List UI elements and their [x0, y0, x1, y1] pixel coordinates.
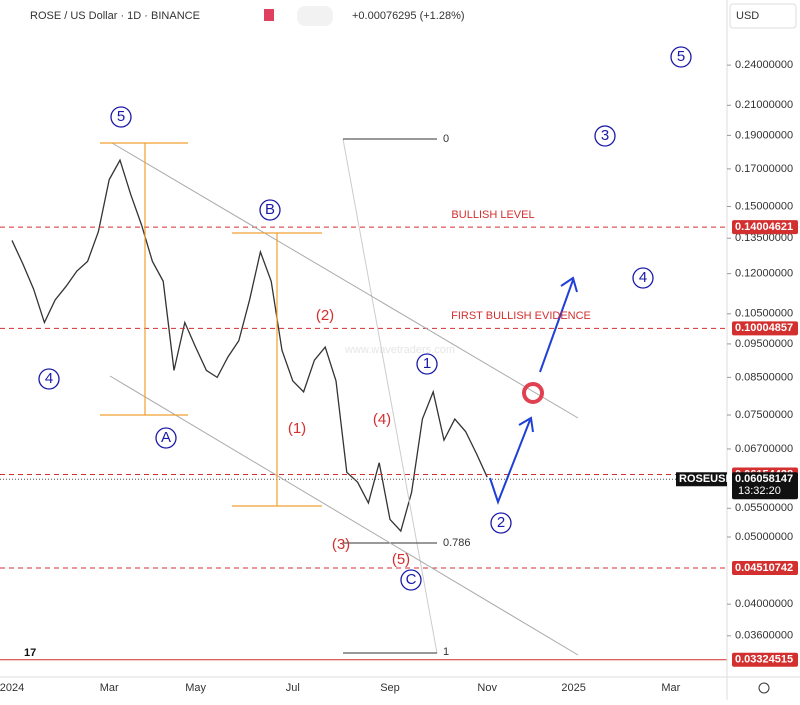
- wave-label: 4: [45, 370, 53, 387]
- level-tag: [732, 321, 798, 336]
- watermark: www.wavetraders.com: [344, 344, 455, 356]
- y-tick-label: 0.08500000: [735, 371, 793, 383]
- y-tick-label: 0.10500000: [735, 308, 793, 320]
- level-label: 0.14004621: [735, 221, 793, 233]
- target-circle: [522, 382, 544, 404]
- chart-title: ROSE / US Dollar · 1D · BINANCE: [30, 10, 200, 22]
- price-line: [11, 158, 488, 533]
- wave-label: (1): [288, 420, 306, 437]
- symbol-tag: [676, 472, 727, 487]
- y-tick-label: 0.13500000: [735, 232, 793, 244]
- y-tick-label: 0.09500000: [735, 338, 793, 350]
- wave-label: C: [406, 571, 417, 588]
- wave-label: (5): [392, 551, 410, 568]
- wave-label: 2: [497, 514, 505, 531]
- fib-label: 0.786: [443, 537, 471, 549]
- wave-label: 5: [117, 108, 125, 125]
- plot-area: [0, 158, 727, 661]
- channel-line: [111, 142, 579, 419]
- level-tag: [732, 220, 798, 235]
- x-tick-label: 2025: [561, 682, 585, 694]
- x-tick-label: Jul: [286, 682, 300, 694]
- x-tick-label: 2024: [0, 682, 24, 694]
- y-tick-label: 0.03600000: [735, 630, 793, 642]
- x-tick-label: Sep: [380, 682, 400, 694]
- y-tick-label: 0.04000000: [735, 598, 793, 610]
- x-tick-label: Nov: [477, 682, 497, 694]
- projection-arrow: [489, 276, 578, 505]
- wave-label: A: [161, 429, 171, 446]
- level-note: FIRST BULLISH EVIDENCE: [451, 310, 591, 322]
- y-tick-label: 0.15000000: [735, 200, 793, 212]
- settings-icon[interactable]: [758, 682, 770, 694]
- wave-label: (2): [316, 307, 334, 324]
- y-tick-label: 0.05000000: [735, 531, 793, 543]
- wave-labels: 5 4 A B 1 2 3 4 5 C (2) (1) (4) (3) (5) …: [38, 46, 692, 658]
- wave-label: 3: [601, 127, 609, 144]
- fib-trend: [342, 138, 438, 654]
- flag-icon[interactable]: [264, 9, 274, 21]
- y-tick-label: 0.12000000: [735, 268, 793, 280]
- currency: USD: [736, 10, 759, 22]
- y-tick-label: 0.19000000: [735, 129, 793, 141]
- y-tick-label: 0.05500000: [735, 502, 793, 514]
- y-tick-label: 0.06700000: [735, 443, 793, 455]
- last-price: 0.06058147: [735, 473, 793, 485]
- change: +0.00076295 (+1.28%): [352, 10, 465, 22]
- symbol: ROSEUSD: [679, 473, 733, 485]
- currency-box[interactable]: [729, 3, 797, 29]
- x-tick-label: Mar: [661, 682, 680, 694]
- wave-label: 4: [639, 269, 647, 286]
- x-tick-label: Mar: [100, 682, 119, 694]
- wave-label: 1: [423, 355, 431, 372]
- price-axis-bg: [727, 0, 800, 700]
- logo: 17: [24, 647, 36, 659]
- y-tick-label: 0.24000000: [735, 59, 793, 71]
- wave-label: 5: [677, 48, 685, 65]
- level-label: 0.03324515: [735, 654, 793, 666]
- last-price-tag: [732, 472, 798, 500]
- level-tag: [732, 560, 798, 575]
- y-tick-label: 0.07500000: [735, 409, 793, 421]
- level-label: 0.04510742: [735, 562, 793, 574]
- level-label: 0.10004857: [735, 322, 793, 334]
- y-tick-label: 0.21000000: [735, 99, 793, 111]
- wave-label: (4): [373, 411, 391, 428]
- level-tag: [732, 652, 798, 667]
- level-note: BULLISH LEVEL: [451, 209, 534, 221]
- fib-label: 0: [443, 133, 449, 145]
- measure: [100, 142, 322, 507]
- indicator-icon[interactable]: [297, 6, 333, 26]
- fib-label: 1: [443, 646, 449, 658]
- wave-label: (3): [332, 536, 350, 553]
- y-tick-label: 0.17000000: [735, 163, 793, 175]
- wave-label: B: [265, 201, 275, 218]
- countdown: 13:32:20: [738, 485, 781, 497]
- x-tick-label: May: [185, 682, 206, 694]
- channel-line: [109, 375, 579, 656]
